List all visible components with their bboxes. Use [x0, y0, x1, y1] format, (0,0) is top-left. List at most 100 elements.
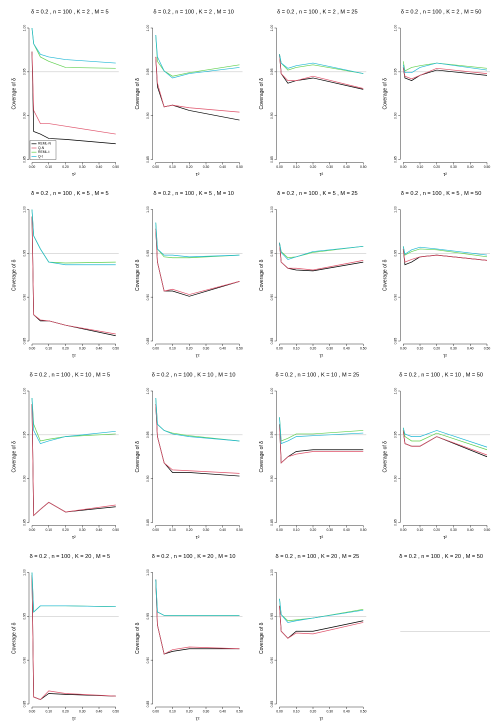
x-tick-label: 0.40 [343, 165, 350, 169]
series-line [155, 397, 240, 442]
x-tick-label: 0.40 [467, 165, 474, 169]
x-tick-label: 0.20 [433, 528, 440, 532]
y-tick-label: 0.90 [394, 112, 398, 119]
x-tick-label: 0.00 [29, 528, 36, 532]
y-tick-label: 0.85 [22, 701, 26, 708]
y-tick-label: 0.95 [270, 613, 274, 620]
series-line [402, 248, 488, 263]
x-tick-label: 0.00 [276, 709, 283, 713]
legend-label: Q-t [38, 154, 43, 158]
panel-title: δ = 0.2 , n = 100 , K = 10 , M = 50 [399, 372, 483, 378]
legend-box [29, 140, 57, 160]
x-axis-label: τ² [320, 716, 324, 722]
x-tick-label: 0.40 [219, 709, 226, 713]
x-tick-label: 0.40 [96, 528, 103, 532]
x-tick-label: 0.50 [236, 346, 243, 350]
y-tick-label: 1.00 [22, 25, 26, 32]
panel: δ = 0.2 , n = 100 , K = 10 , M = 50 Cover… [383, 372, 491, 540]
x-tick-label: 0.30 [79, 165, 86, 169]
x-tick-label: 0.30 [79, 346, 86, 350]
panel: δ = 0.2 , n = 100 , K = 10 , M = 5 Covera… [11, 372, 119, 540]
x-tick-label: 0.40 [96, 709, 103, 713]
series-line [31, 397, 116, 442]
x-tick-label: 0.00 [400, 346, 407, 350]
y-tick-label: 0.90 [146, 475, 150, 482]
x-axis-label: τ² [72, 353, 76, 359]
y-axis-label: Coverage of δ [259, 622, 265, 654]
y-tick-label: 0.85 [22, 519, 26, 526]
series-line [279, 598, 364, 622]
series-line [31, 572, 116, 613]
series-line [155, 397, 240, 442]
x-tick-label: 0.30 [326, 346, 333, 350]
x-tick-label: 0.30 [450, 165, 457, 169]
x-tick-label: 0.20 [433, 165, 440, 169]
series-line [155, 404, 240, 474]
y-tick-label: 0.95 [146, 431, 150, 438]
y-tick-label: 0.85 [270, 519, 274, 526]
x-tick-label: 0.30 [203, 165, 210, 169]
panel: δ = 0.2 , n = 100 , K = 2 , M = 50 Covera… [383, 9, 491, 177]
series-line [279, 605, 364, 639]
y-axis-label: Coverage of δ [259, 441, 265, 473]
x-tick-label: 0.00 [29, 346, 36, 350]
y-tick-label: 0.85 [270, 338, 274, 345]
y-tick-label: 0.85 [394, 156, 398, 163]
y-axis-label: Coverage of δ [135, 622, 141, 654]
panel: δ = 0.2 , n = 100 , K = 20 , M = 50 [399, 554, 490, 632]
y-tick-label: 0.90 [146, 657, 150, 664]
x-tick-label: 0.10 [45, 346, 52, 350]
x-tick-label: 0.50 [484, 165, 491, 169]
y-axis-label: Coverage of δ [259, 78, 265, 110]
panel-title: δ = 0.2 , n = 100 , K = 5 , M = 10 [153, 191, 234, 197]
x-tick-label: 0.10 [45, 165, 52, 169]
x-tick-label: 0.10 [293, 528, 300, 532]
series-line [402, 67, 488, 80]
y-tick-label: 0.90 [394, 475, 398, 482]
x-tick-label: 0.50 [112, 709, 119, 713]
x-tick-label: 0.30 [326, 528, 333, 532]
y-tick-label: 0.90 [394, 294, 398, 301]
series-line [31, 404, 116, 517]
y-tick-label: 0.95 [270, 68, 274, 75]
series-line [31, 51, 116, 145]
y-tick-label: 1.00 [394, 388, 398, 395]
x-tick-label: 0.30 [326, 709, 333, 713]
x-tick-label: 0.30 [203, 346, 210, 350]
x-tick-label: 0.10 [45, 709, 52, 713]
series-line [31, 216, 116, 335]
x-tick-label: 0.50 [112, 346, 119, 350]
y-tick-label: 0.85 [146, 519, 150, 526]
y-tick-label: 0.95 [270, 431, 274, 438]
x-tick-label: 0.40 [219, 165, 226, 169]
x-tick-label: 0.10 [169, 528, 176, 532]
x-tick-label: 0.40 [343, 528, 350, 532]
x-tick-label: 0.40 [343, 346, 350, 350]
x-tick-label: 0.20 [310, 528, 317, 532]
panel-title: δ = 0.2 , n = 100 , K = 2 , M = 25 [277, 9, 358, 15]
y-tick-label: 0.90 [270, 475, 274, 482]
y-tick-label: 0.90 [22, 294, 26, 301]
panel-title: δ = 0.2 , n = 100 , K = 10 , M = 10 [152, 372, 236, 378]
x-tick-label: 0.00 [29, 165, 36, 169]
x-tick-label: 0.10 [417, 346, 424, 350]
legend-label: Q-N [38, 146, 45, 150]
x-tick-label: 0.30 [326, 165, 333, 169]
x-tick-label: 0.00 [276, 346, 283, 350]
y-axis-label: Coverage of δ [383, 78, 389, 110]
x-tick-label: 0.10 [293, 346, 300, 350]
x-tick-label: 0.20 [186, 709, 193, 713]
x-tick-label: 0.30 [450, 528, 457, 532]
x-tick-label: 0.50 [112, 528, 119, 532]
x-tick-label: 0.00 [152, 709, 159, 713]
x-tick-label: 0.40 [219, 528, 226, 532]
panel-title: δ = 0.2 , n = 100 , K = 20 , M = 25 [276, 554, 360, 560]
series-line [31, 404, 116, 517]
x-tick-label: 0.10 [417, 165, 424, 169]
y-tick-label: 0.85 [146, 156, 150, 163]
y-tick-label: 0.85 [146, 338, 150, 345]
x-tick-label: 0.50 [112, 165, 119, 169]
series-line [31, 27, 116, 64]
series-line [155, 579, 240, 616]
x-axis-label: τ² [72, 172, 76, 178]
